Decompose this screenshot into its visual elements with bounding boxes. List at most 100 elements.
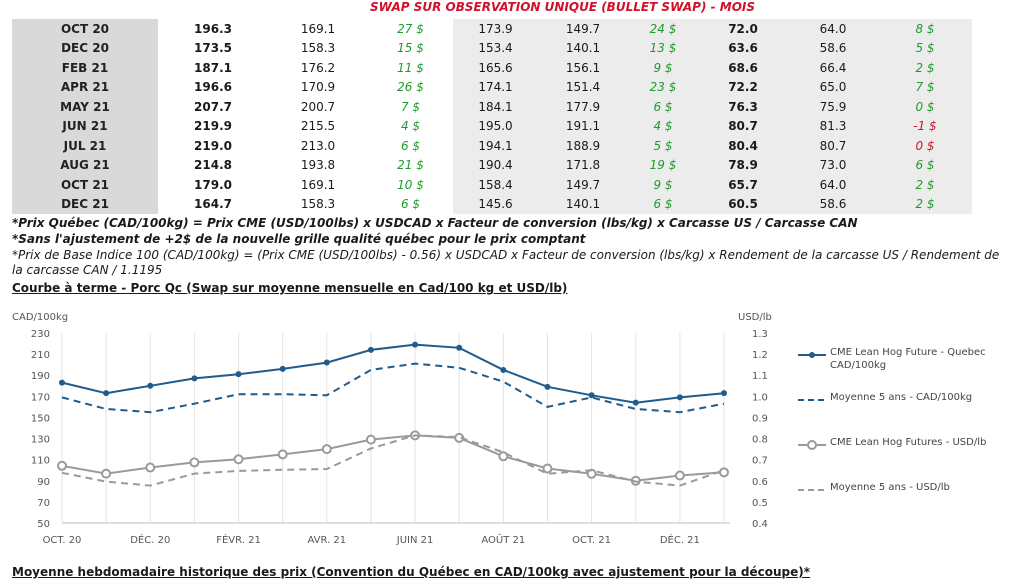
x-tick-label: OCT. 21 [572,535,611,546]
data-point [235,371,242,378]
value-cell: 11 $ [397,60,424,75]
data-point [321,444,332,455]
value-cell: 80.7 [698,116,788,136]
table-row: APR 21 196.6 170.9 26 $ 174.1 151.4 23 $72.2 65… [12,77,972,97]
value-cell: 66.4 [788,58,878,78]
value-cell: 190.4 [453,155,538,175]
data-point [59,379,65,386]
table-row: JUL 21 219.0 213.0 6 $ 194.1 188.9 5 $80.4 80.7… [12,136,972,156]
x-tick-label: DÉC. 21 [660,533,700,546]
value-cell: 165.6 [453,58,538,78]
value-cell: 177.9 [538,97,628,117]
left-tick-label: 230 [31,329,50,340]
legend-dashed-line-icon [798,399,826,401]
value-cell: 213.0 [300,138,336,153]
data-point [101,468,112,479]
value-cell: 58.6 [788,194,878,214]
value-cell: 64.0 [788,19,878,39]
value-cell: 219.9 [194,119,232,134]
left-tick-label: 110 [31,456,50,467]
data-point [233,454,244,465]
value-cell: 8 $ [878,19,972,39]
left-tick-label: 50 [37,519,50,530]
right-tick-label: 0.7 [752,456,768,467]
value-cell: 76.3 [698,97,788,117]
right-tick-label: 1.3 [752,329,768,340]
value-cell: 170.9 [300,80,336,95]
data-point [103,390,110,397]
right-axis-label: USD/lb [738,312,772,323]
value-cell: 169.1 [300,177,336,192]
note-prix-base: *Prix de Base Indice 100 (CAD/100kg) = (… [12,248,1000,277]
data-point [147,382,154,389]
table-row: DEC 21 164.7 158.3 6 $145.6 140.1 6 $60.5 58.6… [12,194,972,214]
value-cell: 73.0 [788,155,878,175]
value-cell: 6 $ [400,197,421,212]
month-cell: OCT 20 [12,19,158,39]
data-point [632,399,639,406]
value-cell: 65.0 [788,77,878,97]
value-cell: 195.0 [453,116,538,136]
x-tick-label: AVR. 21 [307,535,346,546]
data-point [674,470,685,481]
x-tick-label: AOÛT 21 [481,533,525,546]
legend-item-quebec-cad: CME Lean Hog Future - Quebec CAD/100kg [798,346,998,391]
month-cell: DEC 20 [12,38,158,58]
value-cell: 6 $ [400,138,421,153]
data-point [721,390,727,397]
month-cell: JUL 21 [12,136,158,156]
right-tick-label: 1.1 [752,371,768,382]
table-row: DEC 20 173.5 158.3 15 $ 153.4 140.1 13 $63.6 58… [12,38,972,58]
value-cell: 179.0 [194,177,232,192]
table-row: MAY 21 207.7 200.7 7 $ 184.1 177.9 6 $76.3 75.9… [12,97,972,117]
month-cell: MAY 21 [12,97,158,117]
left-tick-label: 130 [31,435,50,446]
value-cell: 81.3 [788,116,878,136]
x-tick-label: DÉC. 20 [130,533,170,546]
value-cell: 2 $ [878,58,972,78]
legend-label: CME Lean Hog Future - Quebec CAD/100kg [830,347,986,371]
legend-line-circle-icon [798,440,826,450]
value-cell: 196.3 [194,21,232,36]
value-cell: 15 $ [397,41,424,56]
value-cell: 60.5 [698,194,788,214]
left-tick-label: 170 [31,392,50,403]
value-cell: 145.6 [453,194,538,214]
value-cell: 187.1 [194,60,232,75]
legend-item-avg-usd: Moyenne 5 ans - USD/lb [798,481,998,526]
value-cell: 171.8 [538,155,628,175]
value-cell: 78.9 [698,155,788,175]
value-cell: 156.1 [538,58,628,78]
data-point [277,449,288,460]
right-tick-label: 0.9 [752,413,768,424]
value-cell: 9 $ [628,175,698,195]
value-cell: 72.2 [698,77,788,97]
data-point [412,341,419,348]
value-cell: 140.1 [538,194,628,214]
month-cell: FEB 21 [12,58,158,78]
value-cell: 173.9 [453,19,538,39]
value-cell: 5 $ [628,136,698,156]
value-cell: 9 $ [628,58,698,78]
month-cell: DEC 21 [12,194,158,214]
right-tick-label: 0.8 [752,435,768,446]
value-cell: 149.7 [538,175,628,195]
data-point [542,463,553,474]
value-cell: 151.4 [538,77,628,97]
x-tick-label: OCT. 20 [43,535,82,546]
value-cell: 58.6 [788,38,878,58]
value-cell: 191.1 [538,116,628,136]
data-point [57,460,67,471]
left-tick-label: 90 [37,477,50,488]
value-cell: 19 $ [628,155,698,175]
series-line-0 [61,343,725,404]
value-cell: -1 $ [878,116,972,136]
value-cell: 2 $ [878,194,972,214]
table-title: SWAP SUR OBSERVATION UNIQUE (BULLET SWAP… [370,0,756,14]
series-line-1 [61,362,725,414]
note-ajustement: *Sans l'ajustement de +2$ de la nouvelle… [12,232,586,246]
data-point [676,394,683,401]
value-cell: 149.7 [538,19,628,39]
value-cell: 26 $ [397,80,424,95]
value-cell: 4 $ [400,119,421,134]
